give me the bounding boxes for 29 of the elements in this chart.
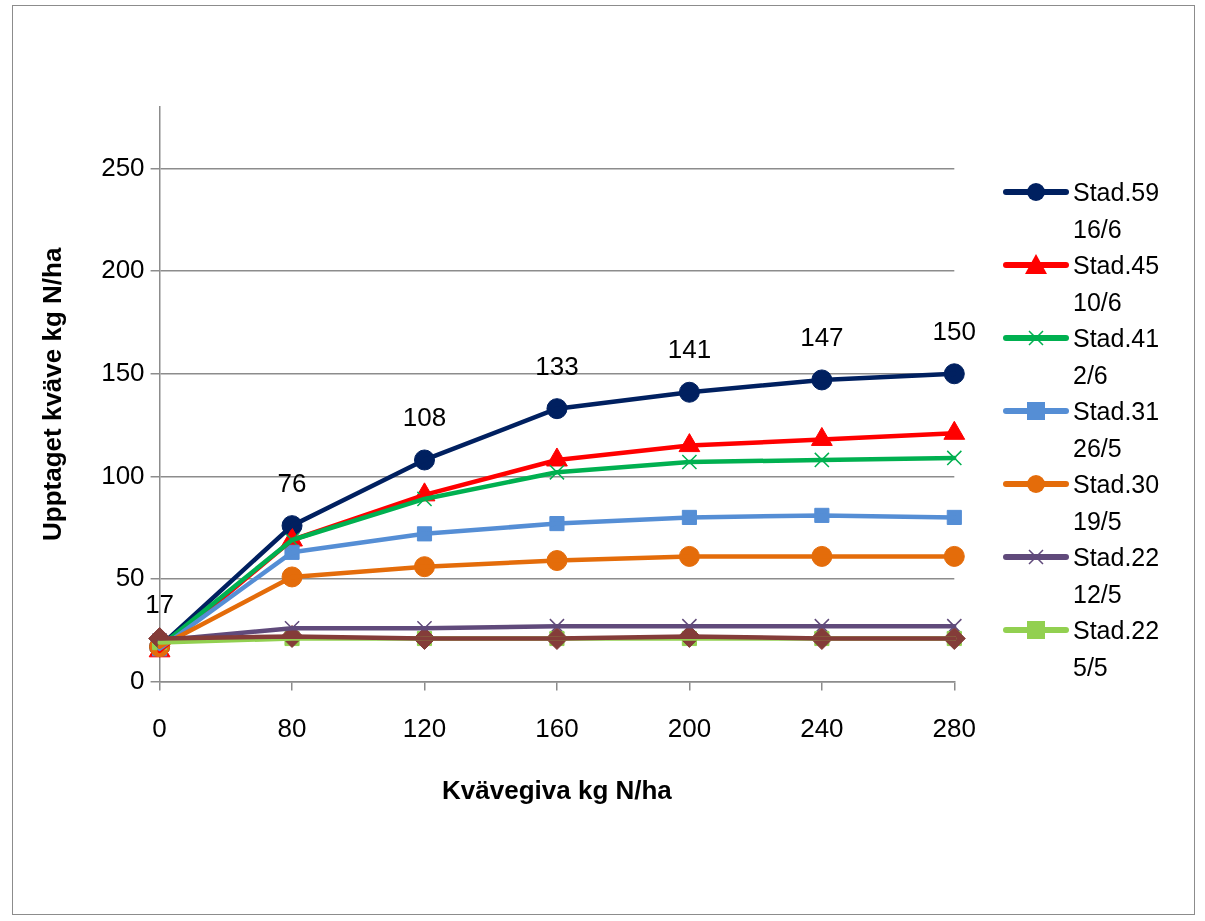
x-tick-label: 0 <box>152 713 167 744</box>
y-axis-title: Upptaget kväve kg N/ha <box>36 247 67 541</box>
data-label: 108 <box>402 402 447 433</box>
y-tick-label: 250 <box>101 151 145 182</box>
data-label: 141 <box>667 334 712 365</box>
y-tick-label: 100 <box>101 459 145 490</box>
x-tick-label: 80 <box>277 713 307 744</box>
legend-label: Stad.41 2/6 <box>1073 323 1161 391</box>
legend-label: Stad.45 10/6 <box>1073 250 1161 318</box>
data-label: 147 <box>800 322 844 353</box>
legend-label: Stad.31 26/5 <box>1073 396 1161 464</box>
x-tick-label: 240 <box>800 713 844 744</box>
y-tick-label: 0 <box>130 664 145 695</box>
x-axis-title: Kvävegiva kg N/ha <box>442 774 673 805</box>
legend-label: Stad.22 5/5 <box>1073 615 1161 683</box>
legend-label: Stad.30 19/5 <box>1073 469 1161 537</box>
x-tick-label: 120 <box>402 713 447 744</box>
x-tick-label: 280 <box>932 713 977 744</box>
x-tick-label: 160 <box>535 713 579 744</box>
data-label: 133 <box>535 350 579 381</box>
legend-label: Stad.59 16/6 <box>1073 177 1161 245</box>
data-label: 150 <box>932 315 977 346</box>
y-tick-label: 150 <box>101 356 145 387</box>
data-label: 17 <box>145 588 175 619</box>
y-tick-label: 200 <box>101 254 145 285</box>
y-tick-label: 50 <box>115 562 145 593</box>
legend-label: Stad.22 12/5 <box>1073 542 1161 610</box>
data-label: 76 <box>277 467 307 498</box>
x-tick-label: 200 <box>667 713 712 744</box>
